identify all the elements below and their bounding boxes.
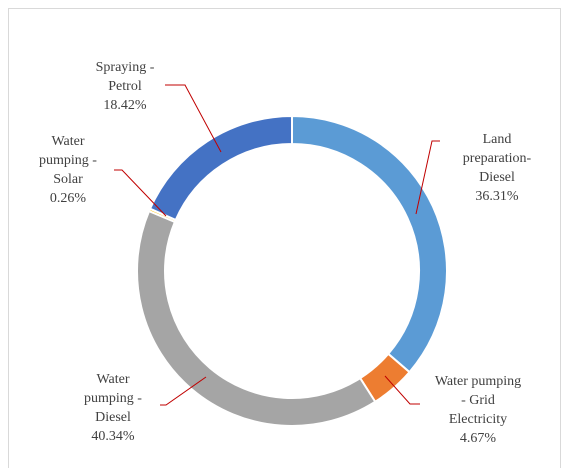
category-label: Water pumping - Solar (39, 134, 97, 187)
value-label: 4.67% (459, 431, 497, 446)
slice-label: Water pumping - Solar 0.26% (28, 132, 108, 208)
value-label: 40.34% (91, 429, 135, 444)
category-label: Spraying - Petrol (95, 60, 155, 94)
value-label: 0.26% (49, 191, 87, 206)
slice-label: Spraying - Petrol 18.42% (85, 58, 165, 115)
category-label: Land preparation-Diesel (462, 132, 532, 185)
slice-label: Water pumping - Diesel 40.34% (73, 370, 153, 446)
leader-line (114, 169, 167, 217)
value-label: 36.31% (475, 189, 519, 204)
category-label: Water pumping - Grid Electricity (434, 374, 522, 427)
value-label: 18.42% (103, 98, 147, 113)
leader-line (160, 376, 207, 406)
leader-line (415, 140, 440, 215)
donut-slice (291, 114, 448, 374)
slice-label: Land preparation-Diesel 36.31% (452, 130, 542, 206)
chart-frame (8, 8, 561, 468)
donut-slice (136, 209, 377, 427)
donut-slice (148, 114, 293, 222)
slices (136, 114, 448, 427)
leader-line (384, 375, 420, 405)
slice-label: Water pumping - Grid Electricity 4.67% (433, 372, 523, 448)
leader-line (165, 84, 222, 153)
category-label: Water pumping - Diesel (84, 372, 142, 425)
leader-lines (114, 84, 440, 406)
